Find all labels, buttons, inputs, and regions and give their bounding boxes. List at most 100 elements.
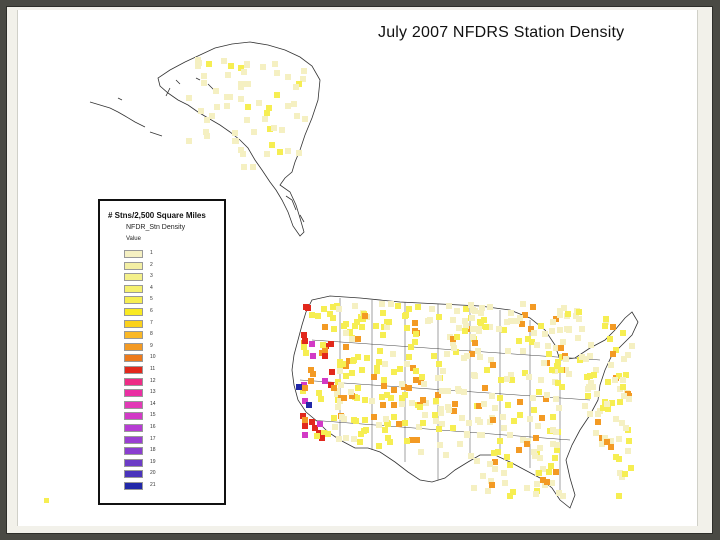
- legend-swatch: [124, 435, 143, 444]
- density-cell: [507, 462, 513, 468]
- density-cell: [497, 395, 503, 401]
- legend-label: 19: [150, 458, 156, 465]
- density-cell: [534, 481, 540, 487]
- density-cell: [302, 417, 308, 423]
- legend-label: 16: [150, 424, 156, 430]
- density-cell: [341, 395, 347, 401]
- density-cell: [415, 304, 421, 310]
- density-cell: [496, 326, 502, 332]
- density-cell: [186, 138, 192, 144]
- density-cell: [613, 347, 619, 353]
- density-cell: [321, 430, 327, 436]
- density-cell: [454, 308, 460, 314]
- density-cell: [413, 368, 419, 374]
- density-cell: [507, 493, 513, 499]
- density-cell: [464, 353, 470, 359]
- density-cell: [608, 438, 614, 444]
- density-cell: [488, 478, 494, 484]
- density-cell: [438, 406, 444, 412]
- density-cell: [584, 374, 590, 380]
- density-cell: [404, 438, 410, 444]
- density-cell: [209, 113, 215, 119]
- density-cell: [492, 405, 498, 411]
- density-cell: [413, 377, 419, 383]
- density-cell: [232, 138, 238, 144]
- density-cell: [419, 374, 425, 380]
- density-cell: [418, 449, 424, 455]
- density-cell: [420, 420, 426, 426]
- density-cell: [349, 393, 355, 399]
- density-cell: [519, 321, 525, 327]
- legend-layer-name: NFDR_Stn Density: [126, 224, 186, 231]
- density-cell: [443, 452, 449, 458]
- density-cell: [433, 398, 439, 404]
- density-cell: [337, 368, 343, 374]
- density-cell: [533, 491, 539, 497]
- density-cell: [420, 397, 426, 403]
- density-cell: [245, 104, 251, 110]
- density-cell: [354, 319, 360, 325]
- density-cell: [391, 402, 397, 408]
- density-cell: [504, 376, 510, 382]
- density-cell: [619, 420, 625, 426]
- density-cell: [509, 377, 515, 383]
- density-cell: [516, 338, 522, 344]
- density-cell: [388, 301, 394, 307]
- density-cell: [462, 318, 468, 324]
- density-cell: [330, 304, 336, 310]
- density-cell: [542, 331, 548, 337]
- legend-swatch: [124, 470, 143, 479]
- density-cell: [505, 402, 511, 408]
- density-cell: [296, 150, 302, 156]
- density-cell: [186, 95, 192, 101]
- density-cell: [336, 436, 342, 442]
- density-cell: [302, 423, 308, 429]
- density-cell: [462, 328, 468, 334]
- density-cell: [334, 391, 340, 397]
- density-cell: [373, 323, 379, 329]
- density-cell: [274, 70, 280, 76]
- density-cell: [504, 319, 510, 325]
- density-cell: [399, 401, 405, 407]
- density-cell: [437, 442, 443, 448]
- density-cell: [329, 369, 335, 375]
- density-cell: [213, 88, 219, 94]
- density-cell: [487, 304, 493, 310]
- density-cell: [402, 420, 408, 426]
- density-cell: [414, 437, 420, 443]
- density-cell: [613, 416, 619, 422]
- density-cell: [380, 310, 386, 316]
- density-cell: [561, 305, 567, 311]
- legend-swatch: [124, 261, 143, 270]
- density-cell: [250, 164, 256, 170]
- density-cell: [308, 367, 314, 373]
- density-cell: [364, 355, 370, 361]
- legend-swatch: [124, 273, 143, 282]
- density-cell: [301, 344, 307, 350]
- density-cell: [444, 351, 450, 357]
- density-cell: [621, 356, 627, 362]
- density-cell: [228, 63, 234, 69]
- density-cell: [500, 414, 506, 420]
- density-cell: [440, 368, 446, 374]
- density-cell: [318, 396, 324, 402]
- density-cell: [285, 103, 291, 109]
- density-cell: [397, 366, 403, 372]
- density-cell: [495, 449, 501, 455]
- legend-swatch: [124, 482, 143, 490]
- density-cell: [206, 61, 212, 67]
- density-cell: [385, 421, 391, 427]
- density-cell: [204, 117, 210, 123]
- density-cell: [470, 334, 476, 340]
- density-cell: [485, 488, 491, 494]
- density-cell: [406, 385, 412, 391]
- density-cell: [408, 344, 414, 350]
- density-cell: [514, 318, 520, 324]
- density-cell: [534, 342, 540, 348]
- density-cell: [452, 401, 458, 407]
- density-cell: [425, 318, 431, 324]
- density-cell: [595, 419, 601, 425]
- density-cell: [520, 437, 526, 443]
- density-cell: [302, 398, 308, 404]
- density-cell: [468, 453, 474, 459]
